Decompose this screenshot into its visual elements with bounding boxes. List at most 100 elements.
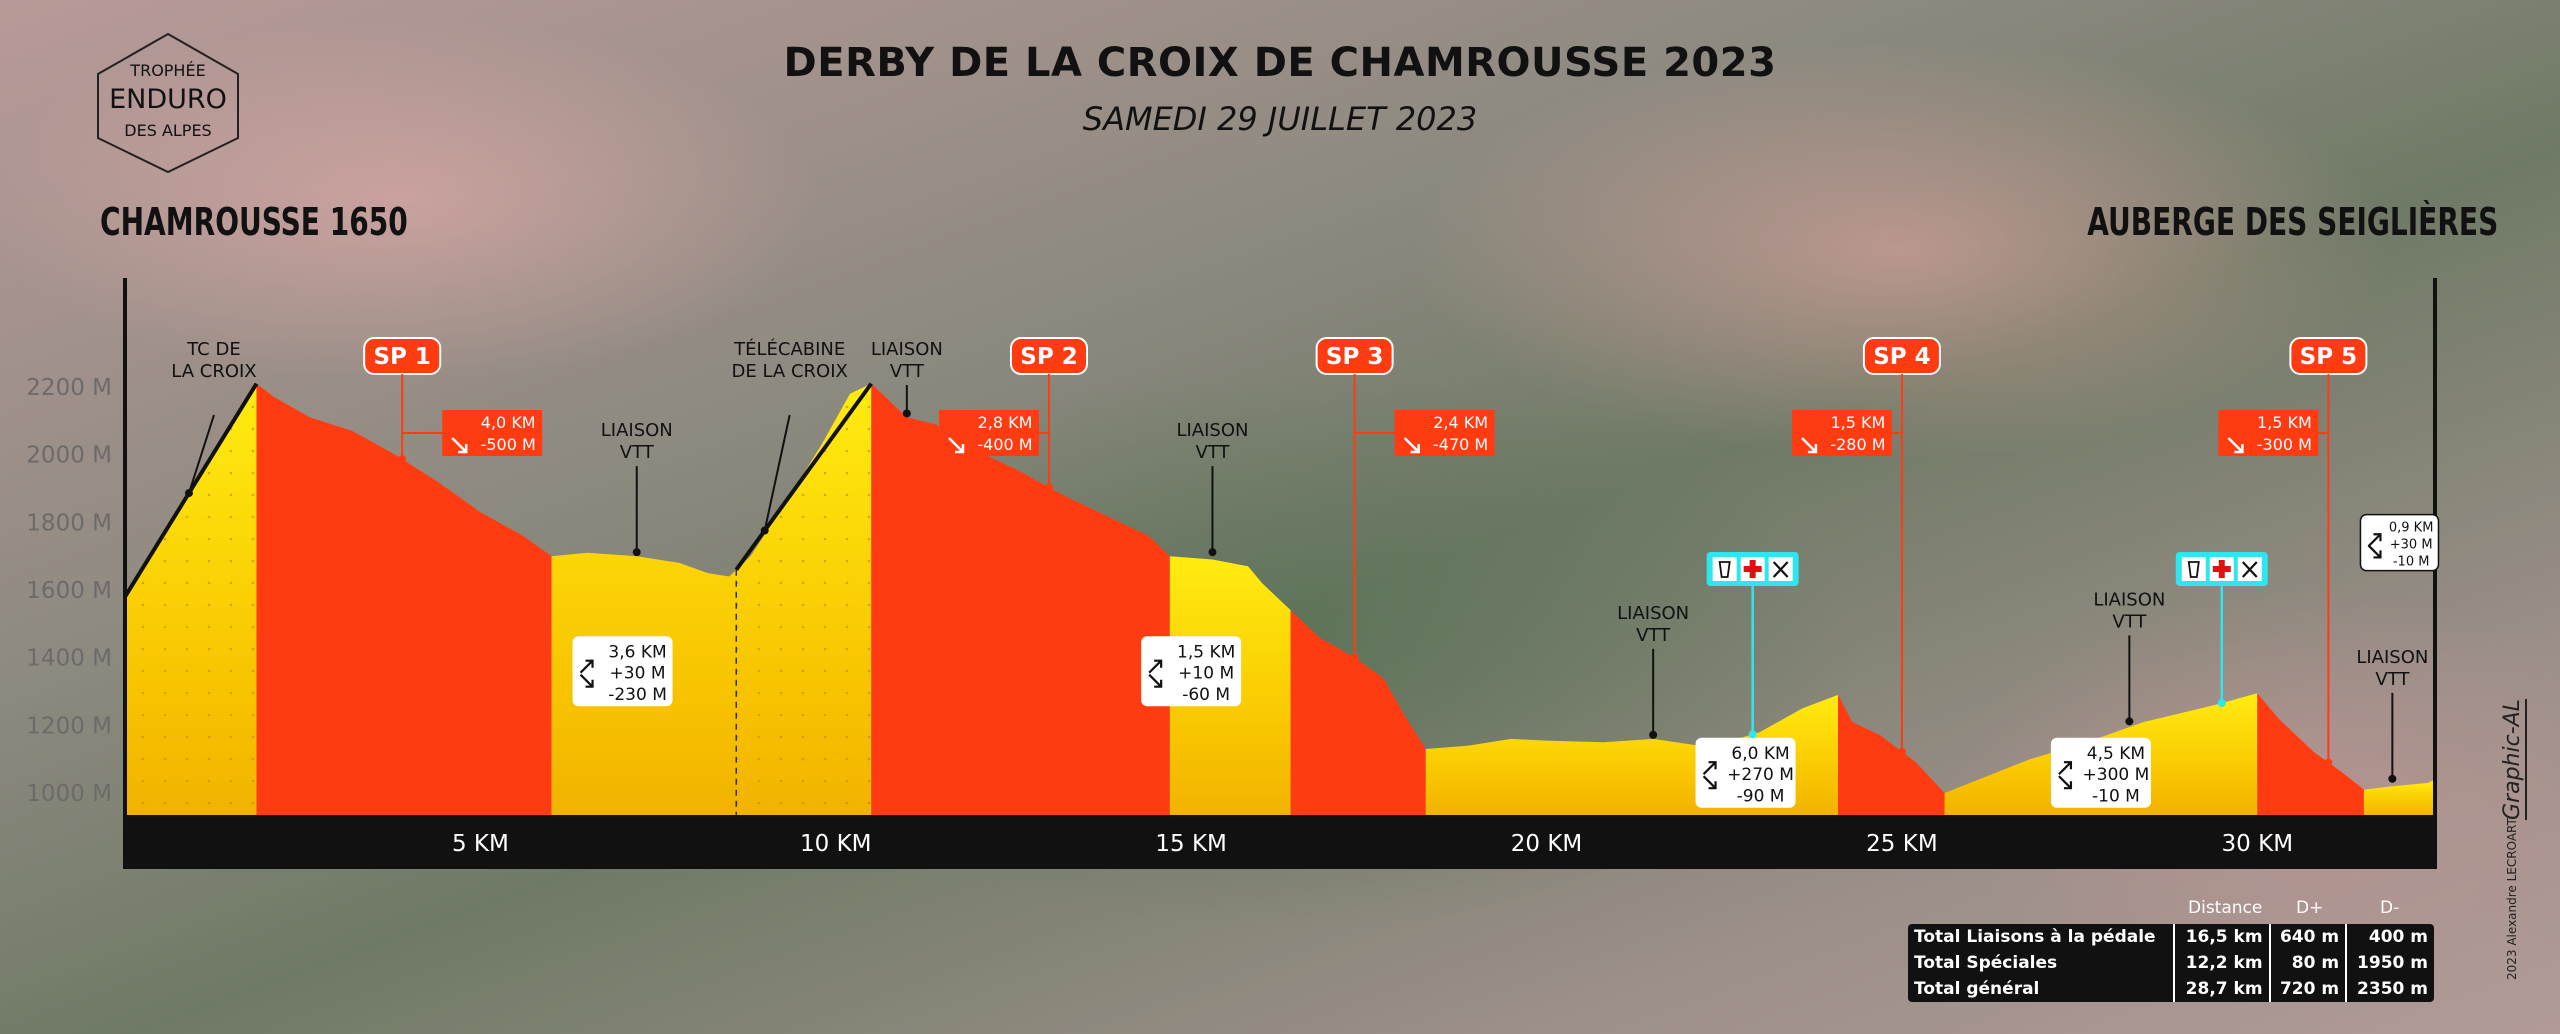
first-aid-icon-cross-h <box>2212 566 2231 572</box>
liaison-descent: -60 M <box>1182 685 1230 705</box>
start-location: CHAMROUSSE 1650 <box>100 200 408 244</box>
liaison-label: LIAISON <box>2356 647 2428 668</box>
descent-arrow-icon <box>2058 775 2073 790</box>
aid-station-dot <box>2217 699 2226 708</box>
x-tick-label: 10 KM <box>800 831 872 857</box>
lift-label-dot <box>760 526 769 535</box>
totals-down: 1950 m <box>2345 950 2434 976</box>
ascent-arrow-icon <box>2367 533 2382 548</box>
liaison-distance: 0,9 KM <box>2389 521 2434 536</box>
special-stage-area <box>1290 610 1426 815</box>
y-tick-label: 1600 M <box>26 578 112 604</box>
totals-row: Total Spéciales 12,2 km 80 m 1950 m <box>1908 950 2434 976</box>
totals-header-distance: Distance <box>2188 898 2263 918</box>
lift-label-pointer <box>763 414 791 531</box>
totals-label: Total Spéciales <box>1914 953 2058 973</box>
special-stage-area <box>256 383 552 815</box>
liaison-dot <box>902 409 911 418</box>
special-stage-dot <box>1897 747 1906 756</box>
special-stage-area <box>1837 694 1945 815</box>
special-stage-area <box>871 383 1170 815</box>
liaison-distance: 4,5 KM <box>2087 744 2145 764</box>
liaison-distance: 1,5 KM <box>1177 642 1235 662</box>
x-tick-label: 20 KM <box>1511 831 1583 857</box>
special-stage-dot <box>2324 758 2333 767</box>
totals-row: Total général 28,7 km 720 m 2350 m <box>1908 976 2434 1002</box>
liaison-label: VTT <box>620 442 655 463</box>
special-stage-dot <box>1350 653 1359 662</box>
lift-area-pattern <box>736 383 872 815</box>
y-tick-label: 2000 M <box>26 443 112 469</box>
liaison-label: LIAISON <box>1617 603 1689 624</box>
page-title: DERBY DE LA CROIX DE CHAMROUSSE 2023 <box>783 40 1777 86</box>
tools-icon-cross <box>1772 561 1789 578</box>
totals-label: Total Liaisons à la pédale <box>1914 927 2156 947</box>
lift-label-dot <box>184 489 193 498</box>
totals-header-dminus: D- <box>2380 898 2400 918</box>
x-tick-label: 30 KM <box>2222 831 2294 857</box>
descent-arrow-icon <box>1801 437 1818 454</box>
liaison-ascent: +300 M <box>2083 765 2150 785</box>
liaison-descent: -90 M <box>1737 786 1785 806</box>
aid-station-dot <box>1748 730 1757 739</box>
liaison-label: LIAISON <box>871 339 943 360</box>
ascent-arrow-icon <box>1148 659 1163 674</box>
totals-header-dplus: D+ <box>2296 898 2324 918</box>
descent-arrow-icon <box>2367 544 2382 559</box>
ascent-arrow-icon <box>1702 761 1717 775</box>
y-tick-label: 1000 M <box>26 781 112 807</box>
tools-icon-cross <box>2241 561 2258 578</box>
special-stage-distance: 1,5 KM <box>2257 413 2312 432</box>
first-aid-icon-cross-h <box>1743 566 1762 572</box>
special-stage-descent: -400 M <box>977 435 1032 454</box>
liaison-label: VTT <box>1636 625 1671 646</box>
lift-label: TC DE <box>186 339 240 360</box>
special-stage-stats-box <box>442 410 543 456</box>
y-tick-label: 1400 M <box>26 646 112 672</box>
special-stage-descent: -300 M <box>2257 435 2312 454</box>
descent-arrow-icon <box>1702 775 1717 790</box>
special-stage-name: SP 4 <box>1873 344 1930 370</box>
credit-text: 2023 Alexandre LECROART <box>2505 818 2519 980</box>
special-stage-distance: 1,5 KM <box>1831 413 1886 432</box>
liaison-stats-box <box>1141 636 1242 707</box>
liaison-label: VTT <box>2112 611 2147 632</box>
liaison-dot <box>1208 548 1217 557</box>
liaison-dot <box>2388 774 2397 783</box>
x-axis-bar <box>123 815 2437 869</box>
totals-distance: 12,2 km <box>2173 950 2270 976</box>
lift-label: TÉLÉCABINE <box>733 338 845 360</box>
special-stage-name: SP 5 <box>2300 344 2357 370</box>
liaison-label: VTT <box>1195 442 1230 463</box>
liaison-area <box>2363 779 2435 815</box>
special-stage-name: SP 2 <box>1020 344 1077 370</box>
lift-label: DE LA CROIX <box>732 361 848 382</box>
page-subtitle: SAMEDI 29 JUILLET 2023 <box>1082 100 1478 138</box>
liaison-dot <box>1649 730 1658 739</box>
cable-car-line <box>734 382 873 571</box>
liaison-label: VTT <box>890 361 925 382</box>
end-location: AUBERGE DES SEIGLIÈRES <box>2086 200 2498 244</box>
lift-label: LA CROIX <box>171 361 256 382</box>
logo-line-1: TROPHÉE <box>129 61 205 80</box>
totals-distance: 28,7 km <box>2173 976 2270 1002</box>
totals-row: Total Liaisons à la pédale 16,5 km 640 m… <box>1908 924 2434 950</box>
ascent-arrow-icon <box>579 659 594 674</box>
special-stage-descent: -500 M <box>481 435 536 454</box>
descent-arrow-icon <box>948 437 965 454</box>
liaison-label: LIAISON <box>601 420 673 441</box>
special-stage-name: SP 3 <box>1326 344 1383 370</box>
water-icon-cup <box>1718 561 1731 578</box>
liaison-distance: 3,6 KM <box>608 642 666 662</box>
liaison-label: LIAISON <box>2093 589 2165 610</box>
totals-distance: 16,5 km <box>2173 924 2270 950</box>
totals-label: Total général <box>1914 979 2040 999</box>
lift-area-pattern <box>125 383 257 815</box>
logo-line-3: DES ALPES <box>124 121 211 140</box>
x-tick-label: 5 KM <box>452 831 509 857</box>
x-tick-label: 25 KM <box>1866 831 1938 857</box>
special-stage-descent: -280 M <box>1830 435 1885 454</box>
y-tick-label: 2200 M <box>26 375 112 401</box>
designer-signature: Graphic-AL <box>2500 699 2527 820</box>
special-stage-descent: -470 M <box>1433 435 1488 454</box>
